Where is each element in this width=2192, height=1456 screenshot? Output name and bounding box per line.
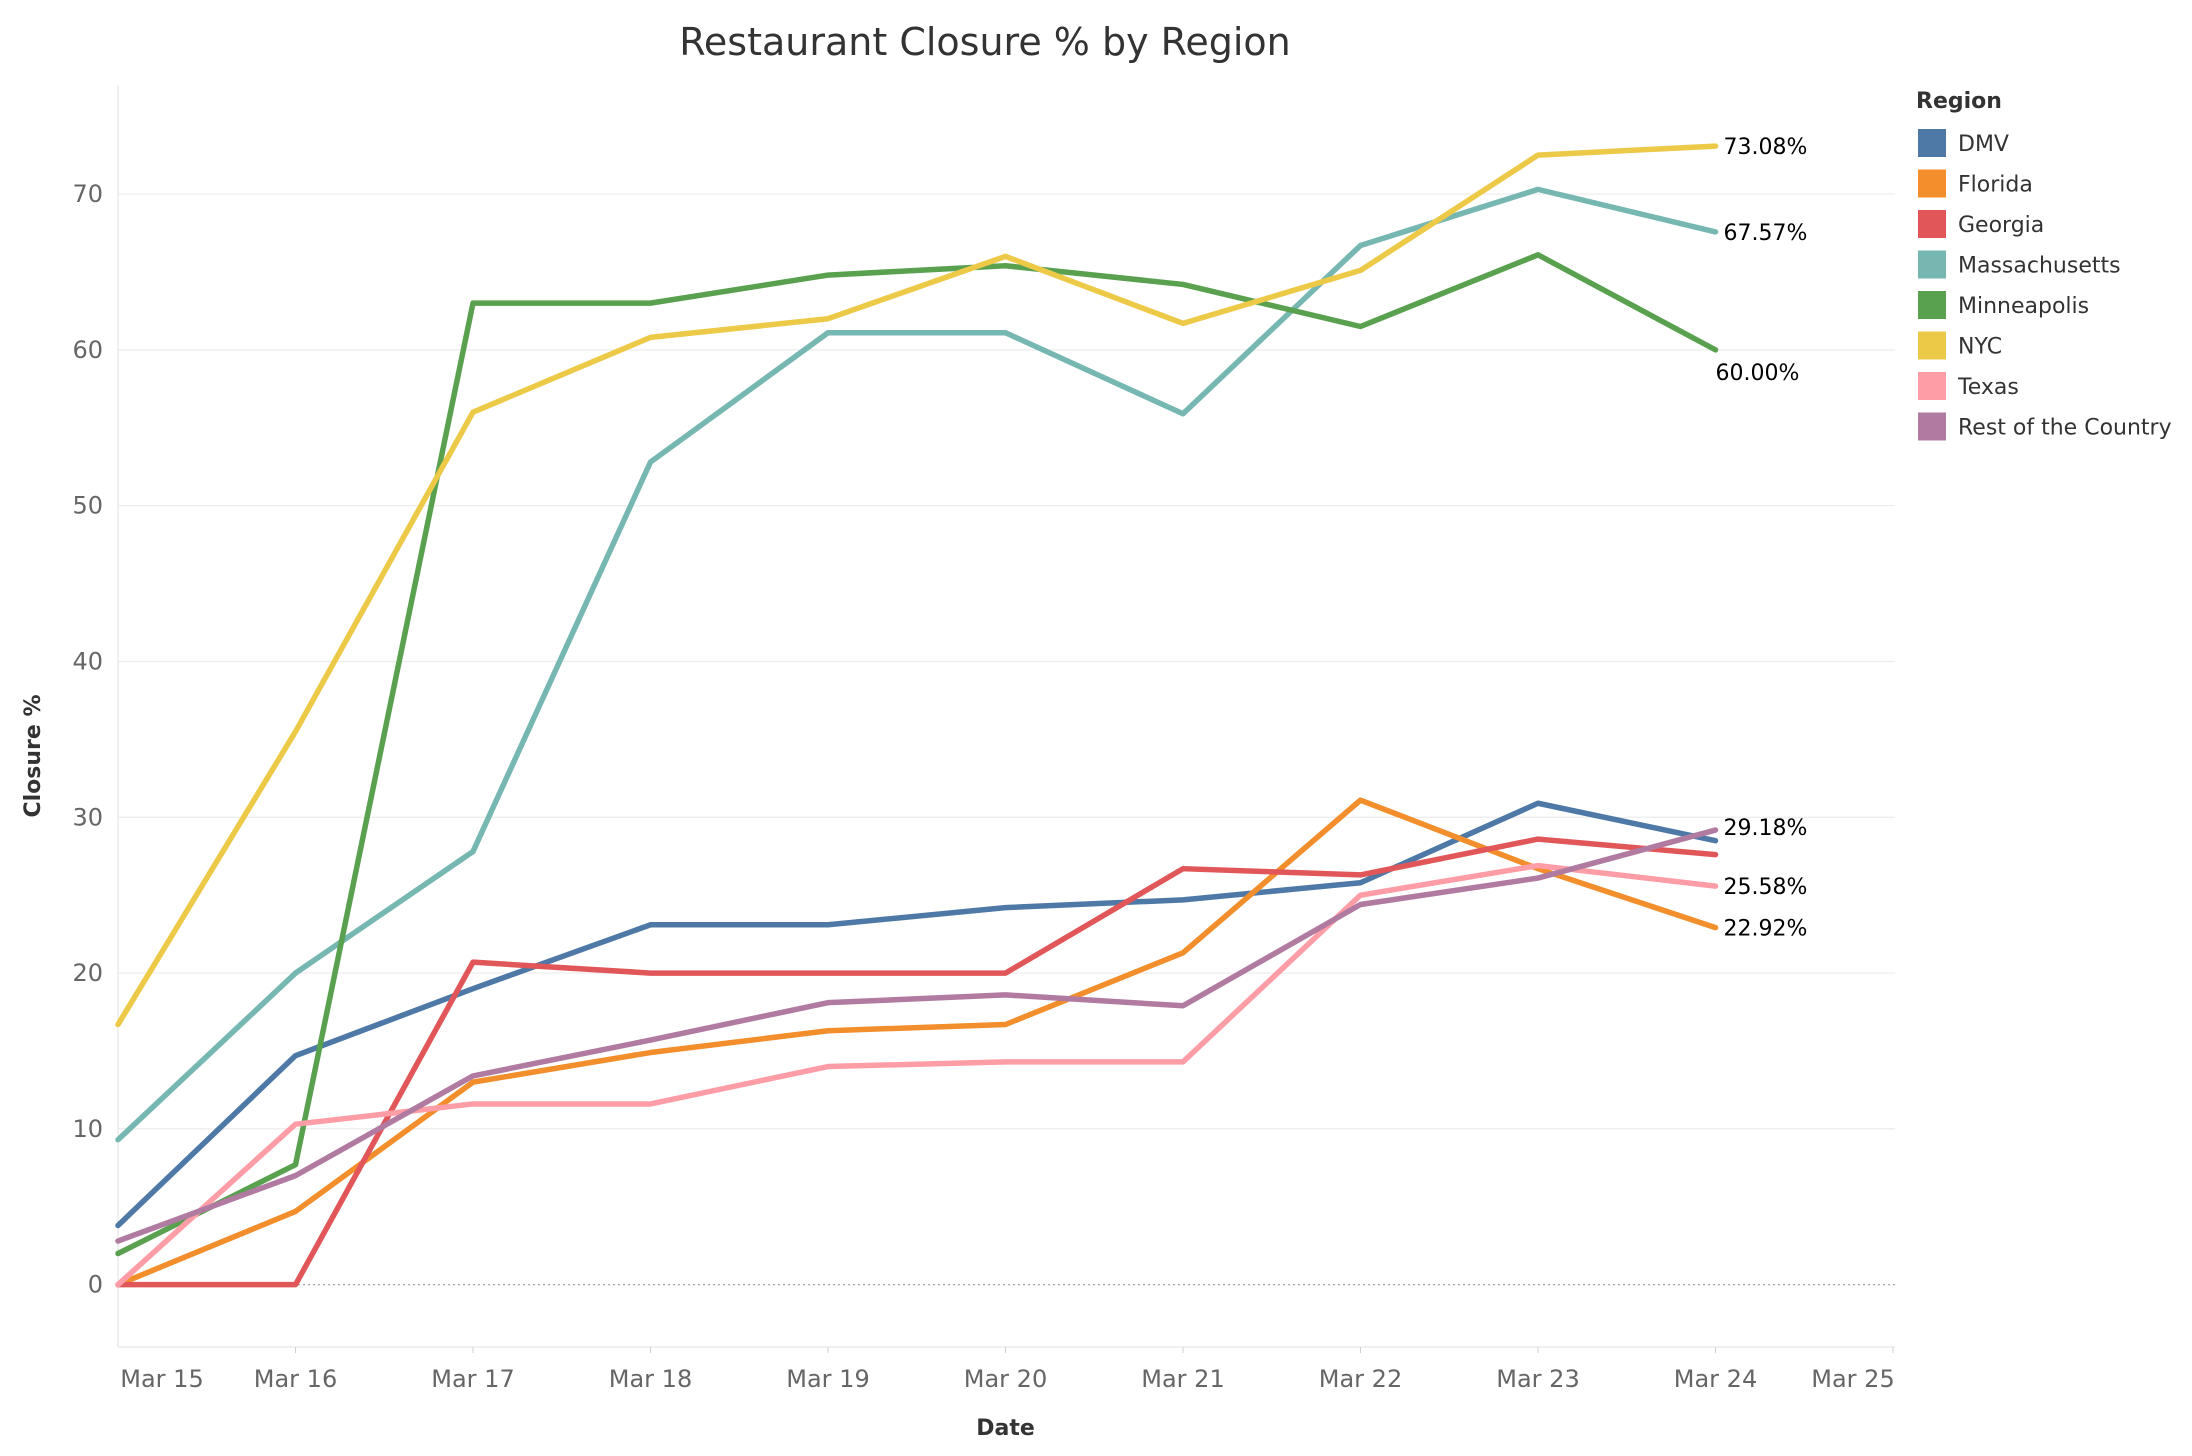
end-label: 67.57% (1724, 221, 1808, 246)
legend-swatch (1918, 412, 1946, 441)
y-tick-label: 20 (72, 959, 103, 987)
x-tick-label: Mar 22 (1319, 1365, 1402, 1393)
legend-label: Florida (1958, 173, 2033, 198)
y-tick-label: 10 (72, 1115, 103, 1143)
x-tick-label: Mar 16 (254, 1365, 337, 1393)
chart-title: Restaurant Closure % by Region (679, 20, 1291, 64)
legend-title: Region (1916, 89, 2002, 114)
y-tick-label: 70 (72, 180, 103, 208)
y-tick-label: 40 (72, 647, 103, 675)
legend: Region DMV Florida Georgia Massachusetts Min… (1916, 89, 2172, 441)
x-tick-label: Mar 19 (786, 1365, 869, 1393)
legend-swatch (1918, 210, 1946, 238)
legend-label: DMV (1958, 132, 2009, 157)
legend-label: Georgia (1958, 213, 2044, 238)
x-tick-label: Mar 17 (431, 1365, 514, 1393)
x-tick-label: Mar 25 (1811, 1365, 1894, 1393)
axes: 0 10 20 30 40 50 60 70 Mar 15 Mar 16 Mar 17 Mar 18 M… (72, 85, 1895, 1393)
y-tick-label: 50 (72, 492, 103, 520)
end-label: 29.18% (1724, 816, 1808, 841)
x-tick-label: Mar 24 (1674, 1365, 1757, 1393)
series-line-florida (115, 797, 1719, 1288)
y-tick-label: 0 (88, 1271, 103, 1299)
series-line-rest-of-the-country (115, 827, 1719, 1244)
x-tick-label: Mar 18 (609, 1365, 692, 1393)
end-label: 22.92% (1724, 917, 1808, 942)
series-line-massachusetts (115, 186, 1719, 1143)
end-labels: 22.92% 67.57% 60.00% 73.08% 25.58% 29.18% (1716, 135, 1808, 942)
y-tick-label: 30 (72, 803, 103, 831)
y-tick-label: 60 (72, 336, 103, 364)
y-axis-title: Closure % (21, 694, 46, 817)
legend-swatch (1918, 250, 1946, 279)
x-tick-label: Mar 20 (964, 1365, 1047, 1393)
legend-swatch (1918, 372, 1946, 400)
x-tick-label: Mar 15 (120, 1365, 203, 1393)
x-axis-title: Date (976, 1416, 1035, 1441)
legend-label: Rest of the Country (1958, 416, 2172, 441)
end-label: 25.58% (1724, 875, 1808, 900)
series-line-nyc (115, 143, 1719, 1028)
legend-label: Texas (1957, 375, 2019, 400)
legend-swatch (1918, 331, 1946, 360)
end-label: 60.00% (1716, 361, 1800, 386)
series-line-dmv (115, 800, 1719, 1229)
series-lines (115, 143, 1719, 1288)
x-tick-label: Mar 21 (1141, 1365, 1224, 1393)
x-tick-label: Mar 23 (1496, 1365, 1579, 1393)
legend-swatch (1918, 129, 1946, 157)
series-line-texas (115, 862, 1719, 1288)
end-label: 73.08% (1724, 135, 1808, 160)
legend-swatch (1918, 169, 1946, 198)
series-line-minneapolis (115, 252, 1719, 1257)
legend-label: NYC (1958, 335, 2002, 360)
legend-swatch (1918, 291, 1946, 319)
legend-label: Massachusetts (1958, 254, 2121, 279)
legend-label: Minneapolis (1958, 294, 2089, 319)
